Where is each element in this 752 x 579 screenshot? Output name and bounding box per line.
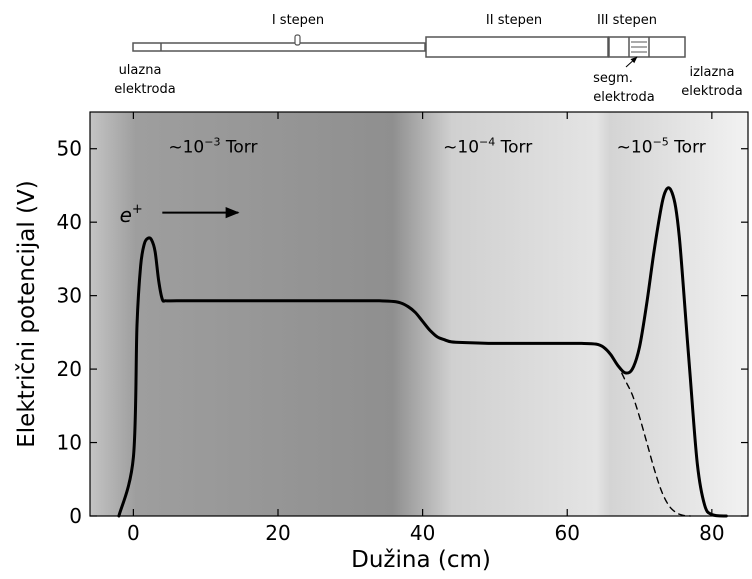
annotation-layer: ~10−3 Torr ~10−4 Torr ~10−5 Torr e+ — [120, 135, 706, 227]
x-tick-label: 20 — [265, 521, 290, 545]
x-tick-label: 0 — [127, 521, 140, 545]
stage-one-marker — [294, 34, 301, 46]
pressure-label: ~10−5 Torr — [617, 135, 706, 157]
stage-one-label: I stepen — [272, 13, 324, 28]
inlet-electrode-tube — [132, 42, 426, 52]
inlet-electrode-label-line2: elektroda — [114, 82, 175, 97]
y-axis-label: Električni potencijal (V) — [14, 180, 40, 448]
segmented-electrode-label-line1: segm. — [593, 71, 633, 86]
y-tick-label: 0 — [69, 504, 82, 528]
x-axis-label: Dužina (cm) — [351, 547, 491, 573]
trap-schematic: I stepen II stepen III stepen ulazna ele… — [114, 13, 742, 105]
outlet-electrode-label-line1: izlazna — [689, 65, 734, 80]
y-tick-label: 30 — [57, 284, 82, 308]
tick-layer: 0 20 40 60 80 0 10 20 30 40 50 — [57, 112, 748, 545]
plot-frame — [89, 111, 749, 517]
outlet-electrode-label-line2: elektroda — [681, 84, 742, 99]
y-tick-label: 50 — [57, 137, 82, 161]
positron-label: e+ — [120, 202, 143, 227]
stage-two-tube — [425, 36, 609, 58]
segmented-electrode-label-line2: elektroda — [593, 90, 654, 105]
dashed-potential-curve — [609, 353, 691, 517]
series-layer — [117, 186, 728, 518]
x-tick-label: 60 — [555, 521, 580, 545]
x-tick-label: 80 — [699, 521, 724, 545]
pressure-label: ~10−4 Torr — [443, 135, 532, 157]
segmented-electrode-pointer — [625, 56, 638, 68]
stage-two-label: II stepen — [486, 13, 542, 28]
x-tick-label: 40 — [410, 521, 435, 545]
y-tick-label: 10 — [57, 431, 82, 455]
potential-curve — [117, 186, 728, 518]
pressure-label: ~10−3 Torr — [168, 135, 257, 157]
stage-three-label: III stepen — [597, 13, 657, 28]
y-tick-label: 40 — [57, 210, 82, 234]
plot-area: ~10−3 Torr ~10−4 Torr ~10−5 Torr e+ 0 20 40 60… — [57, 111, 749, 545]
y-tick-label: 20 — [57, 357, 82, 381]
inlet-electrode-label-line1: ulazna — [119, 63, 162, 78]
pressure-gradient-background — [90, 112, 748, 516]
